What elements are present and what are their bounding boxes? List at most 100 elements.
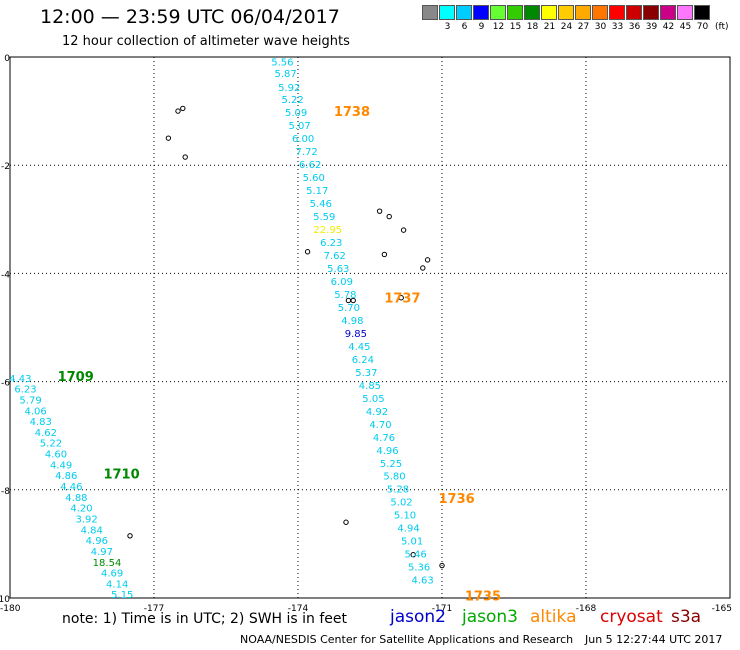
legend-label: 39 bbox=[645, 22, 658, 32]
x-tick-label: -165 bbox=[712, 604, 732, 614]
y-tick-label: -6 bbox=[1, 379, 10, 389]
swh-value: 4.62 bbox=[35, 428, 57, 439]
swh-value: 4.70 bbox=[369, 420, 391, 431]
swh-value: 5.46 bbox=[310, 199, 332, 210]
legend-swatch bbox=[524, 5, 540, 20]
island-outline bbox=[343, 519, 349, 525]
swh-value: 9.85 bbox=[345, 329, 367, 340]
island-outlines bbox=[127, 105, 445, 569]
swh-value: 5.63 bbox=[327, 264, 349, 275]
swh-value: 22.95 bbox=[313, 225, 342, 236]
y-tick-label: -2 bbox=[1, 162, 10, 172]
time-label: 1736 bbox=[439, 492, 475, 507]
legend-label: 36 bbox=[628, 22, 641, 32]
x-tick-label: -177 bbox=[144, 604, 164, 614]
island-outline bbox=[439, 562, 445, 569]
swh-value: 5.56 bbox=[271, 57, 293, 68]
swh-value: 4.43 bbox=[9, 374, 31, 385]
island-outline bbox=[400, 227, 407, 233]
swh-value: 4.97 bbox=[91, 547, 113, 558]
legend-swatch bbox=[456, 5, 472, 20]
swh-value: 5.78 bbox=[334, 290, 356, 301]
swh-value: 6.00 bbox=[292, 134, 314, 145]
satellite-legend-altika: altika bbox=[530, 607, 577, 627]
time-label: 1735 bbox=[465, 589, 501, 604]
island-outline bbox=[410, 552, 416, 558]
map-grid bbox=[10, 57, 730, 598]
y-tick-label: -8 bbox=[1, 487, 10, 497]
swh-value: 5.87 bbox=[274, 69, 296, 80]
y-tick-label: -10 bbox=[0, 595, 10, 605]
legend-label: 33 bbox=[611, 22, 624, 32]
x-tick-label: -180 bbox=[0, 604, 21, 614]
swh-value: 5.22 bbox=[40, 439, 62, 450]
swh-value: 5.05 bbox=[362, 394, 384, 405]
x-tick-label: -168 bbox=[576, 604, 597, 614]
legend-swatch bbox=[541, 5, 557, 20]
legend-swatch bbox=[643, 5, 659, 20]
swh-value: 5.01 bbox=[401, 537, 423, 548]
credit-line: NOAA/NESDIS Center for Satellite Applica… bbox=[240, 633, 574, 646]
swh-value: 5.60 bbox=[303, 173, 325, 184]
swh-value: 5.25 bbox=[380, 459, 402, 470]
legend-swatch bbox=[575, 5, 591, 20]
legend-label: 42 bbox=[662, 22, 675, 32]
legend-swatch bbox=[490, 5, 506, 20]
swh-value: 5.59 bbox=[313, 212, 335, 223]
swh-value: 5.46 bbox=[404, 550, 426, 561]
island-outline bbox=[182, 154, 188, 160]
swh-value: 4.96 bbox=[86, 536, 108, 547]
time-label: 1709 bbox=[58, 370, 94, 385]
swh-value: 6.23 bbox=[14, 385, 36, 396]
generated-timestamp: Jun 5 12:27:44 UTC 2017 bbox=[585, 633, 723, 646]
legend-swatch bbox=[626, 5, 642, 20]
swh-value: 4.60 bbox=[45, 450, 67, 461]
color-legend bbox=[422, 5, 711, 20]
swh-value: 4.49 bbox=[50, 460, 72, 471]
x-tick-label: -171 bbox=[432, 604, 452, 614]
legend-swatch bbox=[660, 5, 676, 20]
legend-label: 70 bbox=[696, 22, 709, 32]
legend-swatch bbox=[677, 5, 693, 20]
swh-value: 6.62 bbox=[299, 160, 321, 171]
swh-value: 5.07 bbox=[289, 121, 311, 132]
legend-swatch bbox=[694, 5, 710, 20]
swh-value: 4.86 bbox=[55, 471, 77, 482]
legend-label: 15 bbox=[509, 22, 522, 32]
x-tick-label: -174 bbox=[288, 604, 309, 614]
legend-label: 24 bbox=[560, 22, 573, 32]
swh-value: 4.14 bbox=[106, 579, 128, 590]
map-frame bbox=[9, 56, 731, 599]
legend-label: 45 bbox=[679, 22, 692, 32]
swh-value: 5.92 bbox=[278, 83, 300, 94]
swh-value: 6.24 bbox=[352, 355, 374, 366]
axis-ticks: -180 -177 -174 -171 -168 -165 0 -2 -4 -6 -8 -10 bbox=[0, 54, 732, 614]
time-label: 1738 bbox=[334, 105, 370, 120]
y-tick-label: -4 bbox=[1, 270, 10, 280]
swh-value: 5.22 bbox=[281, 95, 303, 106]
time-label: 1737 bbox=[384, 292, 420, 307]
satellite-legend-cryosat: cryosat bbox=[600, 607, 663, 627]
swh-value: 5.09 bbox=[285, 108, 307, 119]
swh-value: 4.94 bbox=[397, 524, 419, 535]
swh-value: 4.83 bbox=[30, 417, 52, 428]
swh-value: 4.06 bbox=[25, 406, 47, 417]
island-outline bbox=[127, 533, 133, 539]
swh-value: 4.88 bbox=[65, 493, 87, 504]
legend-label: 6 bbox=[461, 22, 468, 32]
swh-value: 3.92 bbox=[75, 514, 97, 525]
island-outline bbox=[398, 295, 404, 301]
page-subtitle: 12 hour collection of altimeter wave hei… bbox=[62, 34, 350, 49]
page-title: 12:00 — 23:59 UTC 06/04/2017 bbox=[40, 6, 340, 28]
island-outline bbox=[381, 251, 388, 258]
swh-value: 5.02 bbox=[390, 498, 412, 509]
swh-value: 6.23 bbox=[320, 238, 342, 249]
swh-value: 18.54 bbox=[93, 558, 122, 569]
footer-note: note: 1) Time is in UTC; 2) SWH is in fe… bbox=[62, 611, 348, 627]
y-tick-label: 0 bbox=[4, 54, 10, 64]
swh-value: 4.98 bbox=[341, 316, 363, 327]
swh-value: 5.37 bbox=[355, 368, 377, 379]
island-outline bbox=[165, 135, 172, 141]
swh-value: 4.20 bbox=[70, 504, 92, 515]
